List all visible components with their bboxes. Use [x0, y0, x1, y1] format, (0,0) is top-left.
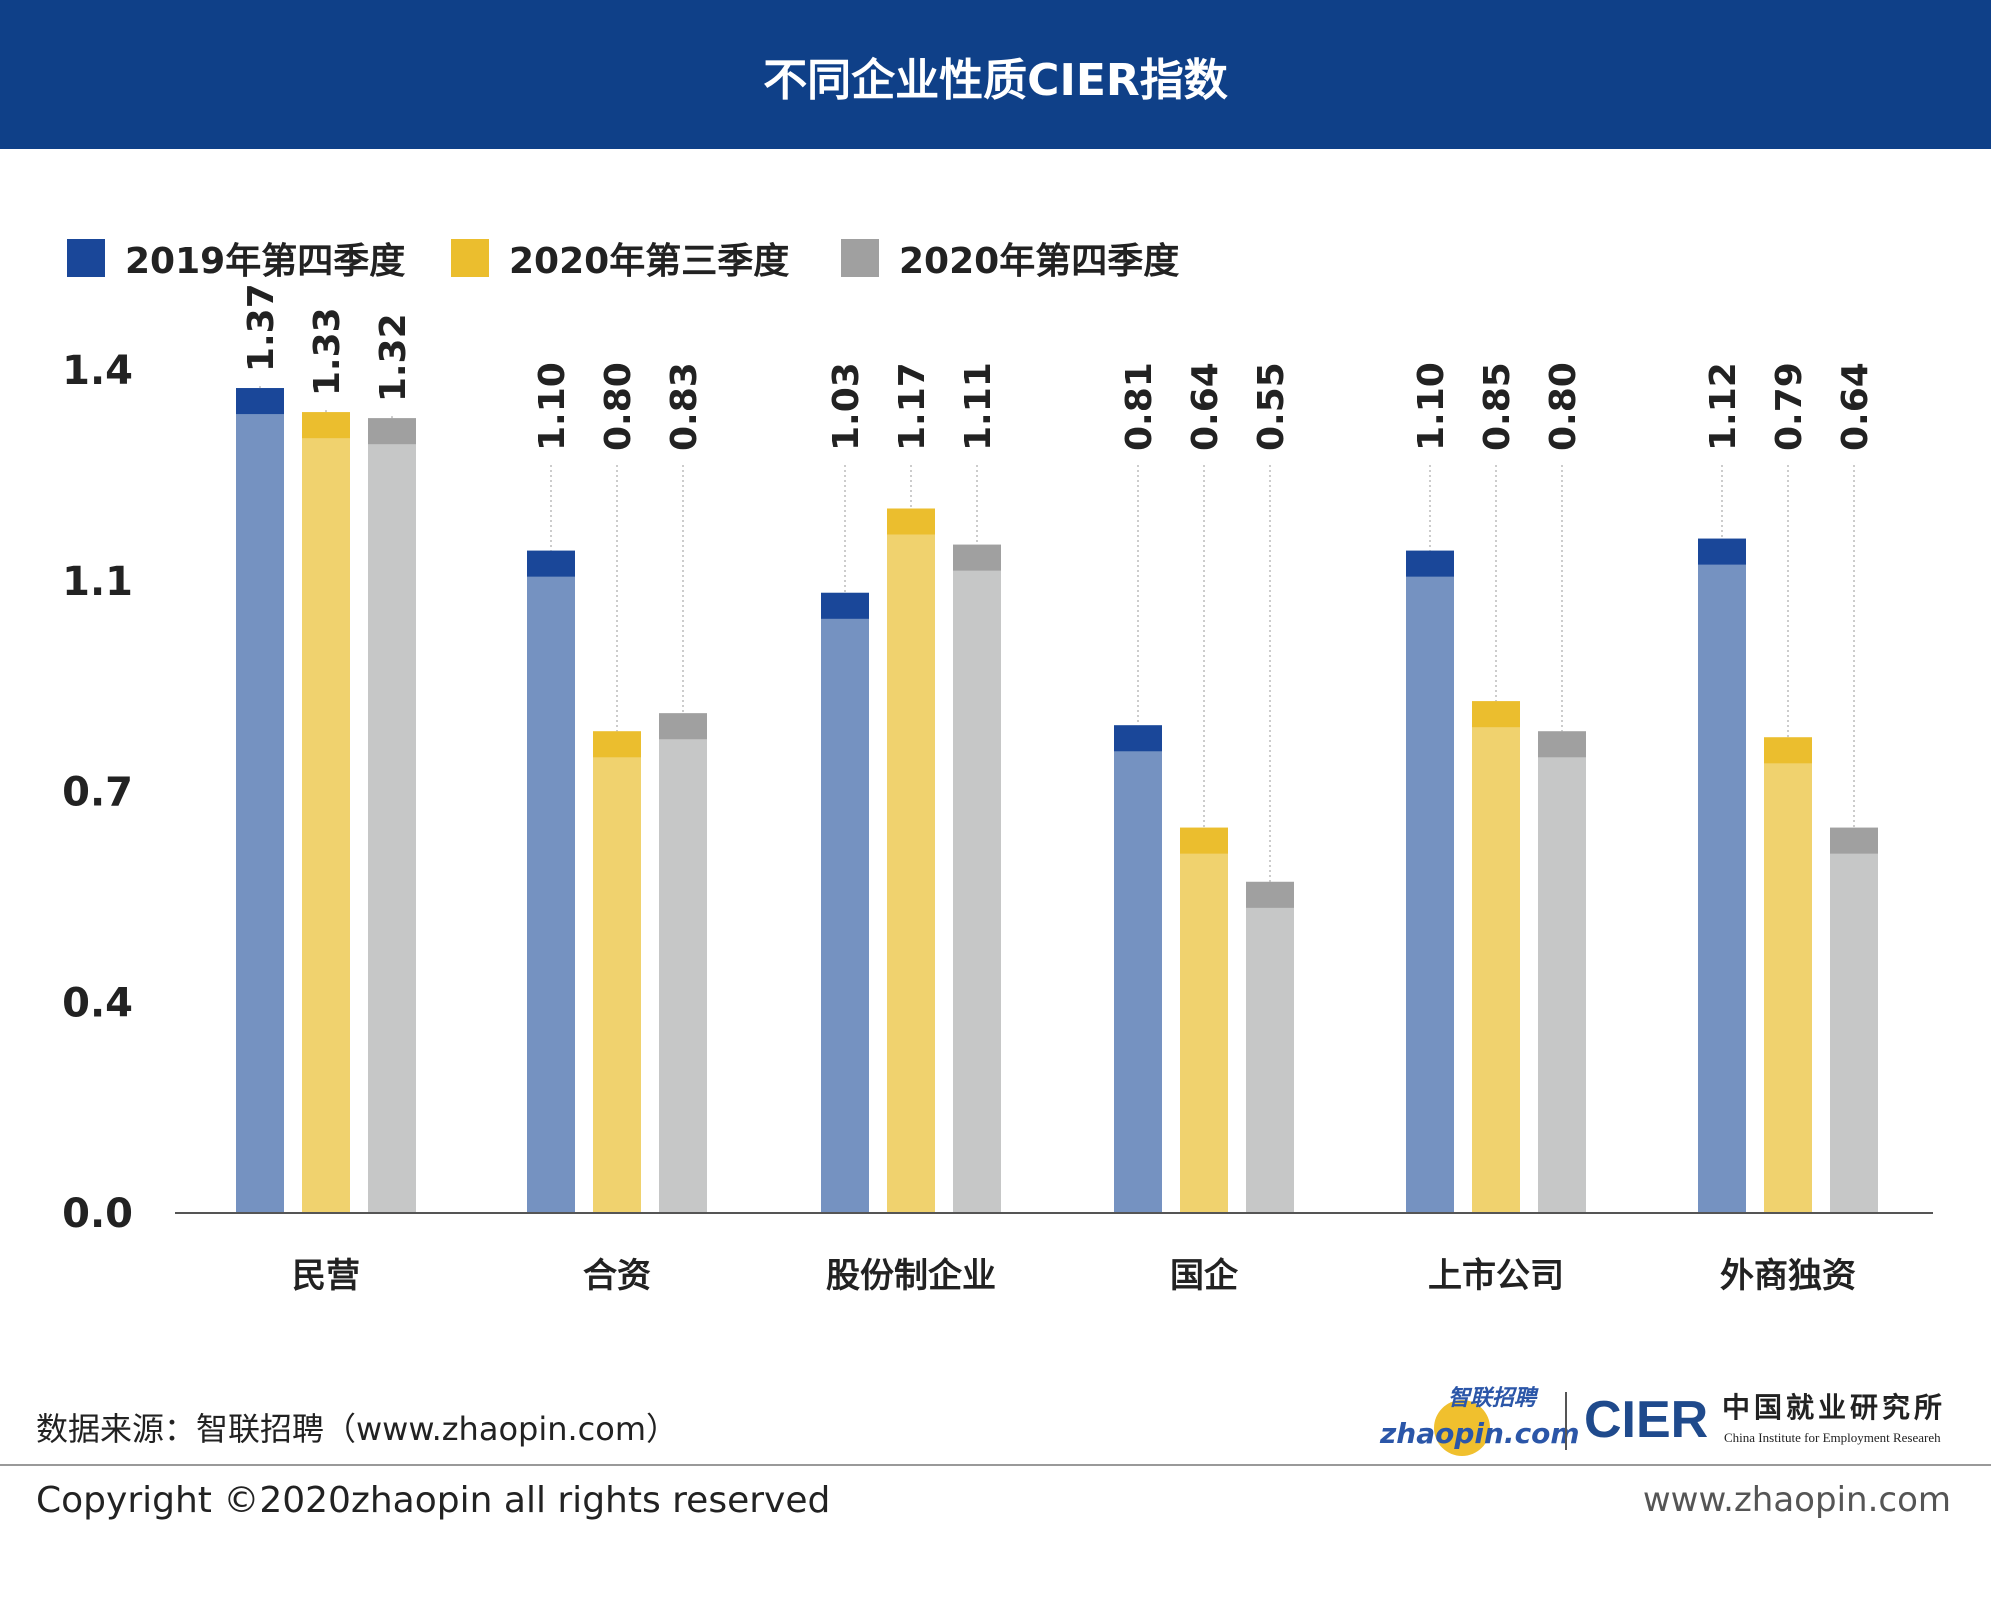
legend-label: 2020年第四季度: [899, 241, 1180, 282]
data-label: 1.10: [532, 362, 573, 451]
legend-item-2020q4: 2020年第四季度: [841, 232, 1179, 284]
bar: [1764, 737, 1812, 1213]
data-label: 1.11: [958, 362, 999, 451]
x-tick-label: 合资: [583, 1256, 651, 1296]
bar-cap: [1538, 731, 1586, 758]
bar: [887, 508, 935, 1213]
footer-divider: [0, 1464, 1991, 1466]
data-label: 0.79: [1769, 362, 1810, 451]
legend-label: 2019年第四季度: [125, 241, 406, 282]
bar-cap: [953, 544, 1001, 571]
y-tick-label: 1.1: [62, 559, 133, 605]
data-label: 0.85: [1477, 362, 1518, 451]
data-label: 1.37: [241, 283, 282, 372]
legend-swatch: [841, 239, 879, 277]
bar-cap: [1830, 827, 1878, 854]
x-tick-label: 股份制企业: [826, 1256, 996, 1296]
bar: [368, 418, 416, 1214]
y-tick-label: 1.4: [62, 348, 133, 394]
y-tick-label: 0.7: [62, 770, 133, 816]
data-label: 0.80: [1543, 362, 1584, 451]
data-label: 1.03: [826, 362, 867, 451]
data-label: 0.83: [664, 362, 705, 451]
zhaopin-logo-cn: 智联招聘: [1448, 1386, 1537, 1411]
zhaopin-logo: 智联招聘 zhaopin.com: [1380, 1386, 1580, 1458]
bar-cap: [1114, 725, 1162, 752]
bar: [1406, 550, 1454, 1213]
bar-cap: [368, 418, 416, 445]
bar-cap: [1180, 827, 1228, 854]
data-label: 1.17: [892, 362, 933, 451]
bar-cap: [1698, 538, 1746, 565]
bar: [1246, 881, 1294, 1213]
bar: [1538, 731, 1586, 1213]
website-link[interactable]: www.zhaopin.com: [1642, 1480, 1951, 1520]
bar-cap: [527, 550, 575, 577]
bar-cap: [1472, 701, 1520, 728]
legend-item-2020q3: 2020年第三季度: [451, 232, 789, 284]
zhaopin-logo-en: zhaopin.com: [1380, 1417, 1580, 1450]
bar: [1830, 827, 1878, 1213]
bar-cap: [887, 508, 935, 535]
logo-divider: [1565, 1392, 1567, 1450]
data-label: 0.81: [1119, 362, 1160, 451]
x-tick-label: 外商独资: [1720, 1256, 1856, 1296]
bar: [593, 731, 641, 1213]
data-label: 1.33: [307, 307, 348, 396]
data-source: 数据来源：智联招聘（www.zhaopin.com）: [36, 1410, 679, 1448]
cier-logo-en: China Institute for Employment Researeh: [1724, 1430, 1941, 1445]
copyright: Copyright ©2020zhaopin all rights reserv…: [36, 1480, 831, 1521]
bar-cap: [593, 731, 641, 758]
bar: [659, 713, 707, 1213]
bar-cap: [821, 592, 869, 619]
bar: [953, 544, 1001, 1213]
bar: [1114, 725, 1162, 1213]
data-label: 1.32: [373, 313, 414, 402]
y-tick-label: 0.0: [62, 1191, 133, 1237]
cier-logo: CIER: [1584, 1391, 1709, 1449]
bar-cap: [659, 713, 707, 740]
legend-label: 2020年第三季度: [509, 241, 790, 282]
bar: [527, 550, 575, 1213]
data-label: 0.64: [1185, 362, 1226, 451]
bar-cap: [302, 412, 350, 439]
data-label: 1.12: [1703, 362, 1744, 451]
bar: [1180, 827, 1228, 1213]
y-tick-label: 0.4: [62, 980, 133, 1026]
bar-cap: [236, 388, 284, 415]
legend-item-2019q4: 2019年第四季度: [67, 232, 405, 284]
bar: [821, 592, 869, 1213]
x-tick-label: 国企: [1170, 1256, 1239, 1296]
cier-logo-cn: 中国就业研究所: [1722, 1391, 1947, 1424]
data-label: 0.55: [1251, 362, 1292, 451]
bar: [1698, 538, 1746, 1213]
x-tick-label: 民营: [292, 1256, 360, 1296]
x-tick-label: 上市公司: [1428, 1256, 1564, 1296]
header-bar: 不同企业性质CIER指数: [0, 0, 1991, 149]
chart-title: 不同企业性质CIER指数: [763, 55, 1228, 106]
bar-cap: [1764, 737, 1812, 764]
bar: [302, 412, 350, 1213]
legend-swatch: [67, 239, 105, 277]
bar-cap: [1406, 550, 1454, 577]
data-label: 0.64: [1835, 362, 1876, 451]
data-label: 1.10: [1411, 362, 1452, 451]
zhaopin-logo-circle: [1434, 1400, 1490, 1456]
bar-cap: [1246, 881, 1294, 908]
legend-swatch: [451, 239, 489, 277]
bar: [236, 388, 284, 1213]
bar: [1472, 701, 1520, 1213]
data-label: 0.80: [598, 362, 639, 451]
